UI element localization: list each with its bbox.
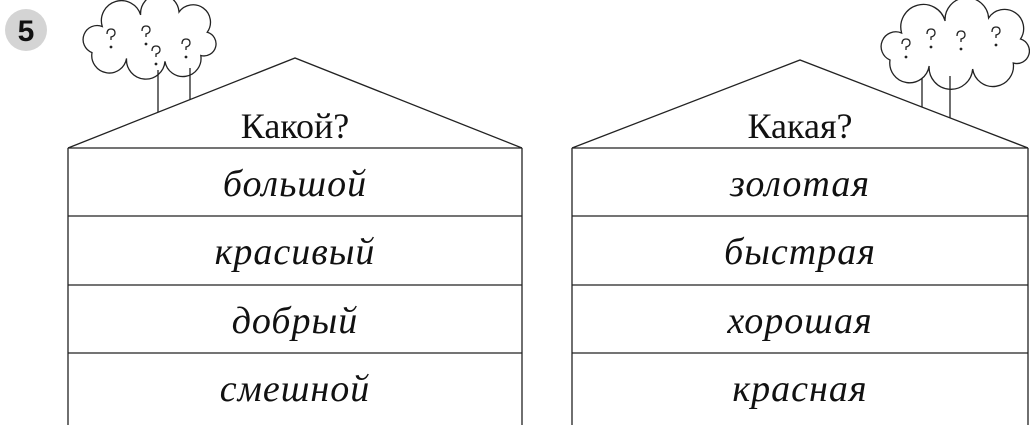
roof (67, 57, 523, 149)
cloud (82, 0, 217, 80)
word: хорошая (726, 300, 872, 342)
question-dot (929, 45, 933, 49)
word: добрый (232, 300, 359, 342)
question-icon (106, 28, 116, 40)
chimney (157, 68, 191, 113)
question-dot (154, 62, 158, 66)
question-dot (144, 42, 148, 46)
question-icon (991, 26, 1001, 38)
walls (571, 148, 1029, 425)
house: Какой? большой красивый добрый смешной (67, 0, 523, 425)
house: Какая? золотая быстрая хорошая красная (571, 0, 1030, 425)
question-dot (109, 45, 113, 49)
question-icon (926, 28, 936, 40)
chimney (921, 76, 951, 118)
question-icon (956, 30, 966, 42)
word: золотая (729, 163, 870, 205)
number-badge (5, 9, 47, 51)
question-icon (901, 38, 911, 50)
question-icon (181, 38, 191, 50)
walls (67, 148, 523, 425)
question-icon (141, 25, 151, 37)
word: красивый (215, 231, 376, 273)
word: быстрая (724, 231, 876, 273)
house-title: Какая? (748, 106, 853, 146)
cloud (880, 0, 1030, 90)
exercise-number: 5 (18, 15, 35, 48)
house-title: Какой? (241, 106, 349, 146)
question-dot (184, 55, 188, 59)
roof (571, 59, 1029, 149)
question-dot (994, 43, 998, 47)
word: смешной (220, 368, 371, 410)
question-dot (904, 55, 908, 59)
question-dot (959, 47, 963, 51)
word: красная (732, 368, 867, 410)
question-icon (151, 45, 161, 57)
word: большой (223, 163, 367, 205)
